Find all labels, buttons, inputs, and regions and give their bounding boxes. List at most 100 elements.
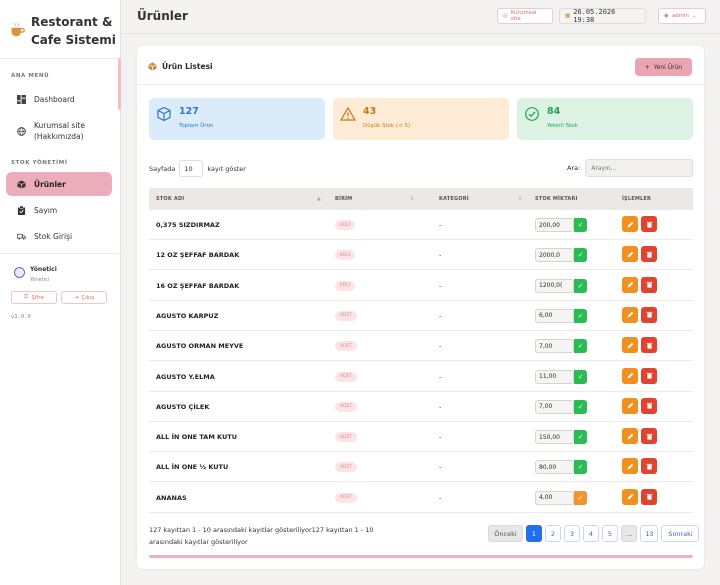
pagination-page[interactable]: 13 [640,525,659,542]
pagination-previous[interactable]: Önceki [488,525,523,542]
box-icon [148,62,157,71]
delete-button[interactable] [641,246,657,263]
sort-icon: ⇅ [410,196,415,202]
user-menu-button[interactable]: ◉ admin ⌄ [658,8,706,24]
unit-badge: KOLİ [335,280,356,291]
edit-button[interactable] [622,216,638,232]
delete-button[interactable] [641,367,657,384]
edit-button[interactable] [622,246,638,263]
delete-button[interactable] [641,428,657,445]
edit-button[interactable] [622,367,638,384]
page-length-select[interactable]: 10 [179,160,204,177]
sidebar-item-count[interactable]: Sayım [6,198,112,222]
product-list-card: Ürün Listesi + Yeni Ürün 127 Toplam Ürün 4… [137,46,704,569]
save-qty-button[interactable]: ✓ [574,399,587,414]
sidebar-item-stock-entry[interactable]: Stok Girişi [6,224,112,248]
section-title-main: ANA MENÜ [11,73,50,79]
unit-badge: ADET [335,341,358,352]
stock-qty-input[interactable]: 2000,0 [535,248,574,263]
globe-icon [17,126,26,136]
delete-button[interactable] [641,458,657,475]
stock-qty-input[interactable]: 1200,0( [535,278,574,293]
box-icon [17,179,26,189]
edit-button[interactable] [622,488,638,505]
col-unit[interactable]: BİRİM [335,196,353,202]
plus-icon: + [644,63,650,71]
change-password-button[interactable]: ⚿ Şifre [11,291,57,304]
save-qty-button[interactable]: ✓ [574,248,587,263]
cell-stock-name: AGUSTO Y.ELMA [156,372,215,381]
sidebar-scrollbar[interactable] [118,58,121,110]
logout-button[interactable]: ⇥ Çıkış [61,291,107,304]
check-icon: ✓ [577,221,584,229]
brand[interactable]: Restorant & Cafe Sistemi [0,0,120,59]
sidebar-item-products[interactable]: Ürünler [6,172,112,196]
pencil-icon [627,311,634,318]
delete-button[interactable] [641,337,657,354]
save-qty-button[interactable]: ✓ [574,369,587,384]
save-qty-button[interactable]: ✓ [574,430,587,445]
sidebar-item-label: Kurumsal site [34,121,85,130]
clipboard-icon [17,205,26,215]
sidebar-item-corporate-site[interactable]: Kurumsal site (Hakkımızda) [6,113,112,149]
topbar: Ürünler ◎ Kurumsal site ▦ 26.05.2026 19:38… [121,0,720,34]
edit-button[interactable] [622,458,638,475]
cell-stock-name: AGUSTO KARPUZ [156,311,219,320]
col-stock-name[interactable]: STOK ADI [156,196,185,202]
sort-icon: ⇅ [518,196,523,202]
save-qty-button[interactable]: ✓ [574,308,587,323]
save-qty-button[interactable]: ✓ [574,218,587,232]
delete-button[interactable] [641,397,657,414]
pagination-page[interactable]: 2 [545,525,561,542]
stock-qty-input[interactable]: 7,00 [535,339,574,354]
table-row: AGUSTO ORMAN MEYVE ADET - 7,00 ✓ [149,331,693,362]
pagination-page[interactable]: 4 [583,525,599,542]
user-name: Yönetici [30,266,57,273]
stock-qty-input[interactable]: 150,00 [535,430,574,445]
stock-qty-input[interactable]: 7,00 [535,399,574,414]
table-row: ALL İN ONE TAM KUTU ADET - 150,00 ✓ [149,422,693,453]
delete-button[interactable] [641,306,657,323]
delete-button[interactable] [641,276,657,293]
sidebar-item-dashboard[interactable]: Dashboard [6,87,112,111]
cell-category: - [439,311,442,320]
new-product-button[interactable]: + Yeni Ürün [635,58,692,76]
cell-category: - [439,251,442,260]
check-icon: ✓ [577,342,584,351]
search-input[interactable] [585,159,694,177]
corporate-site-button[interactable]: ◎ Kurumsal site [497,8,553,24]
save-qty-button[interactable]: ✓ [574,339,587,354]
dashboard-icon [17,94,26,104]
pagination-next[interactable]: Sonraki [661,525,700,542]
col-category[interactable]: KATEGORİ [439,196,469,202]
save-qty-button[interactable]: ✓ [574,278,587,293]
trash-icon [646,281,653,288]
stock-qty-input[interactable]: 80,00 [535,460,574,475]
edit-button[interactable] [622,306,638,323]
table-horizontal-scrollbar[interactable] [149,555,693,558]
col-stock-qty[interactable]: STOK MİKTARI [535,196,578,202]
unit-badge: ADET [335,310,358,321]
key-icon: ⚿ [24,294,29,300]
delete-button[interactable] [641,216,657,232]
table-header: STOK ADI ▲ BİRİM ⇅ KATEGORİ ⇅ STOK MİKTA… [149,188,693,210]
save-qty-button[interactable]: ✓ [574,460,587,475]
pencil-icon [627,281,634,288]
edit-button[interactable] [622,397,638,414]
pagination-page[interactable]: 5 [602,525,618,542]
cube-icon [157,106,171,122]
chevron-down-icon: ⌄ [692,13,697,19]
stock-qty-input[interactable]: 6,00 [535,308,574,323]
stock-qty-input[interactable]: 200,00 [535,218,574,232]
edit-button[interactable] [622,428,638,445]
edit-button[interactable] [622,276,638,293]
pagination-page[interactable]: 1 [526,525,542,542]
trash-icon [646,402,653,409]
stock-qty-input[interactable]: 11,00 [535,369,574,384]
edit-button[interactable] [622,337,638,354]
check-icon: ✓ [577,251,584,260]
stock-qty-input[interactable]: 4,00 [535,490,574,505]
pagination-page[interactable]: 3 [564,525,580,542]
save-qty-button[interactable]: ✓ [574,490,587,505]
delete-button[interactable] [641,488,657,505]
